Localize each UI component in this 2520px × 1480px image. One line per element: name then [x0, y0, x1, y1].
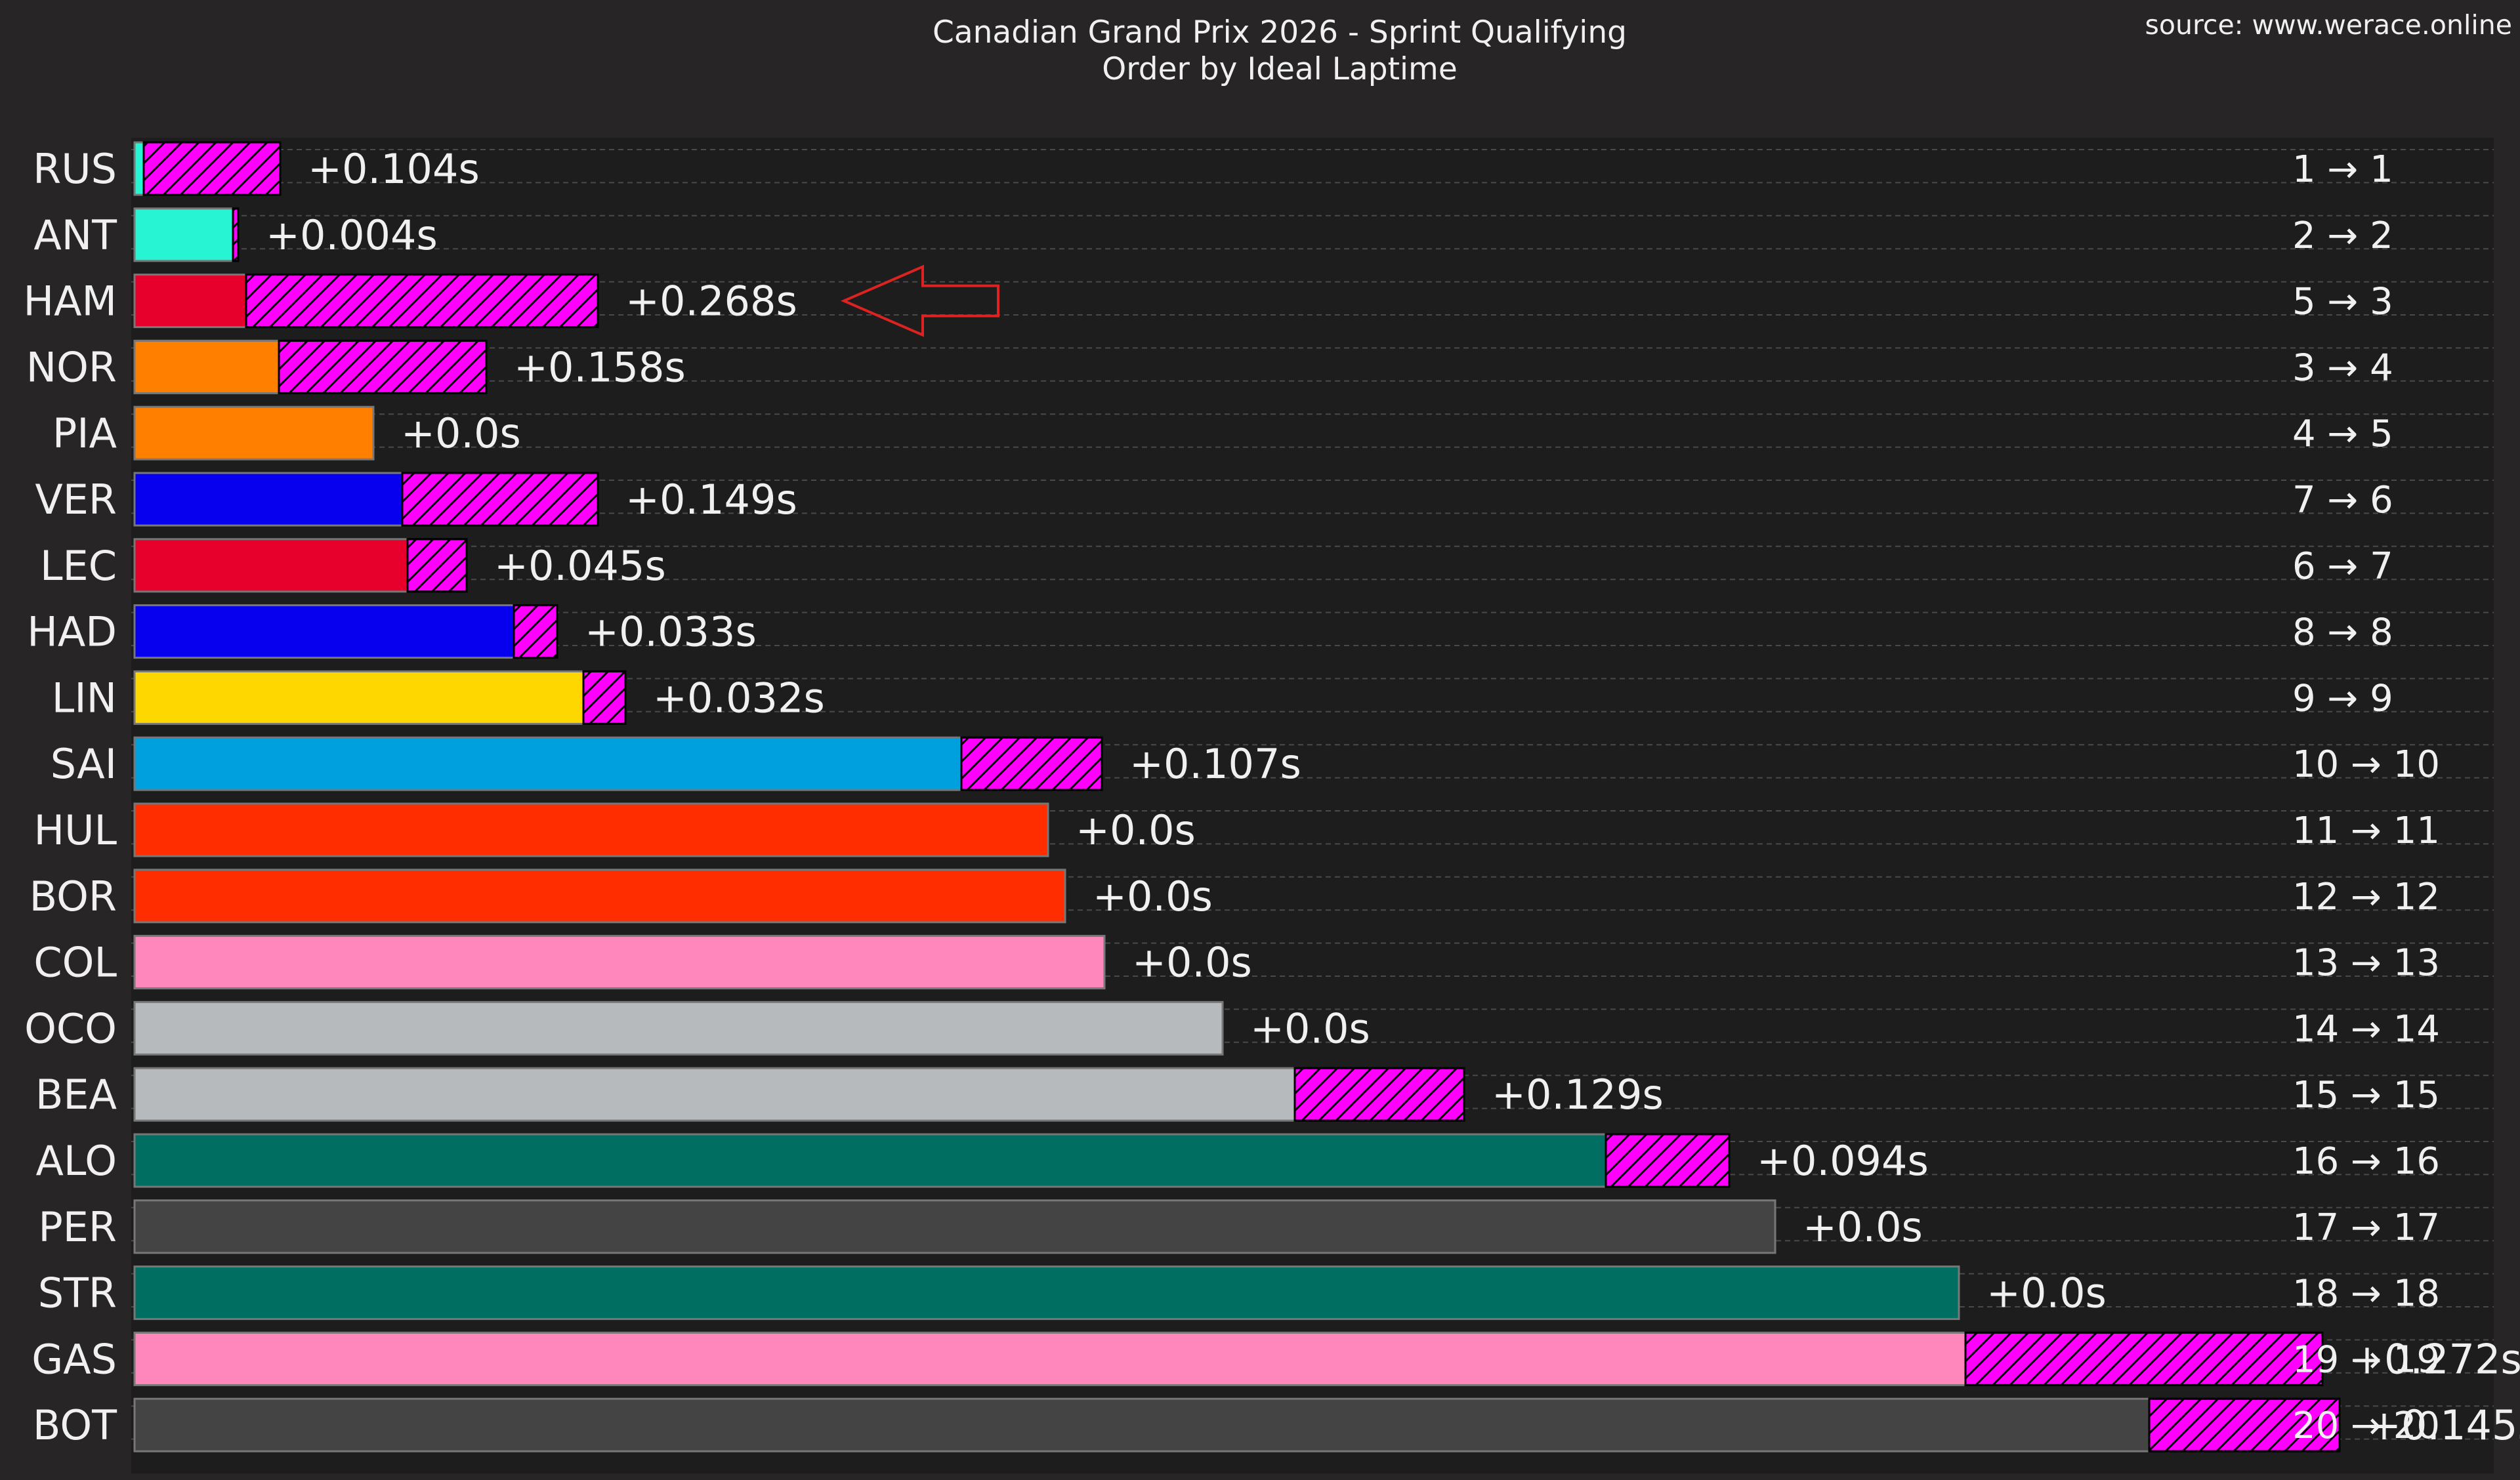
bar-gas: [133, 1331, 1967, 1386]
tick-label: STR: [38, 1269, 117, 1317]
bar-ver: [133, 472, 404, 527]
position-change: 2 → 2: [2292, 215, 2393, 257]
position-change: 12 → 12: [2292, 876, 2440, 918]
position-change: 7 → 6: [2292, 479, 2393, 522]
gap-hatch-ant: [232, 207, 240, 262]
position-change: 3 → 4: [2292, 346, 2393, 389]
bar-label: +0.045s: [494, 542, 666, 590]
position-change: 9 → 9: [2292, 677, 2393, 720]
gap-hatch-had: [513, 604, 558, 659]
bar-sai: [133, 736, 963, 791]
bar-ham: [133, 274, 247, 329]
tick-label: PIA: [52, 409, 117, 457]
bar-label: +0.0s: [401, 409, 521, 457]
bar-bor: [133, 869, 1066, 924]
position-change: 15 → 15: [2292, 1074, 2440, 1117]
bar-had: [133, 604, 515, 659]
tick-label: NOR: [26, 343, 117, 391]
tick-label: ANT: [33, 211, 117, 259]
position-change: 13 → 13: [2292, 942, 2440, 985]
position-change: 6 → 7: [2292, 545, 2393, 588]
position-change: 14 → 14: [2292, 1008, 2440, 1050]
bar-alo: [133, 1133, 1607, 1188]
chart-subtitle: Order by Ideal Laptime: [1102, 51, 1458, 87]
bar-per: [133, 1199, 1776, 1254]
gap-hatch-bea: [1293, 1067, 1465, 1122]
position-change: 18 → 18: [2292, 1273, 2440, 1315]
position-change: 16 → 16: [2292, 1140, 2440, 1183]
bar-label: +0.145s: [2367, 1401, 2520, 1449]
highlight-arrow: [840, 264, 999, 337]
bar-label: +0.004s: [266, 211, 438, 259]
bar-label: +0.129s: [1492, 1071, 1664, 1119]
bar-rus: [133, 141, 145, 196]
bar-label: +0.0s: [1093, 873, 1213, 920]
chart-title: Canadian Grand Prix 2026 - Sprint Qualif…: [933, 14, 1627, 51]
bar-bot: [133, 1397, 2151, 1452]
tick-label: PER: [38, 1203, 117, 1251]
tick-label: BOR: [30, 873, 117, 920]
bar-label: +0.0s: [1076, 806, 1196, 854]
tick-label: SAI: [51, 740, 117, 788]
bar-label: +0.033s: [585, 608, 757, 656]
gap-hatch-ver: [401, 472, 599, 527]
bar-nor: [133, 339, 280, 394]
bar-hul: [133, 802, 1049, 857]
bar-label: +0.0s: [1803, 1203, 1923, 1251]
bar-label: +0.268s: [625, 278, 797, 325]
position-change: 11 → 11: [2292, 810, 2440, 852]
gap-hatch-lin: [582, 670, 627, 725]
gap-hatch-alo: [1605, 1133, 1731, 1188]
position-change: 20 → 20: [2292, 1405, 2440, 1447]
bar-str: [133, 1265, 1960, 1321]
bar-label: +0.104s: [308, 145, 480, 193]
position-change: 8 → 8: [2292, 611, 2393, 654]
bar-col: [133, 935, 1106, 990]
gap-hatch-rus: [142, 141, 282, 196]
bar-lin: [133, 670, 585, 725]
gap-hatch-nor: [278, 339, 488, 394]
tick-label: HAD: [27, 608, 117, 656]
tick-label: BEA: [35, 1071, 117, 1119]
tick-label: VER: [35, 476, 117, 524]
tick-label: BOT: [33, 1401, 117, 1449]
position-change: 5 → 3: [2292, 281, 2393, 323]
gap-hatch-sai: [960, 736, 1103, 791]
position-change: 19 → 19: [2292, 1338, 2440, 1381]
tick-label: OCO: [24, 1004, 117, 1052]
bar-label: +0.032s: [653, 674, 825, 722]
bar-label: +0.0s: [1986, 1269, 2107, 1317]
gap-hatch-ham: [245, 274, 599, 329]
bar-lec: [133, 538, 409, 593]
tick-label: LIN: [52, 674, 117, 722]
gap-hatch-gas: [1964, 1331, 2324, 1386]
bar-label: +0.158s: [514, 343, 686, 391]
tick-label: HAM: [23, 278, 117, 325]
tick-label: GAS: [32, 1335, 117, 1383]
tick-label: RUS: [33, 145, 117, 193]
bar-bea: [133, 1067, 1296, 1122]
bar-pia: [133, 405, 375, 461]
bar-label: +0.149s: [625, 476, 797, 524]
source-label: source: www.werace.online: [2145, 9, 2512, 41]
tick-label: HUL: [33, 806, 117, 854]
tick-label: LEC: [40, 542, 117, 590]
bar-label: +0.107s: [1129, 740, 1301, 788]
bar-label: +0.272s: [2350, 1335, 2520, 1383]
position-change: 1 → 1: [2292, 148, 2393, 191]
position-change: 4 → 5: [2292, 413, 2393, 455]
position-change: 10 → 10: [2292, 743, 2440, 786]
gap-hatch-bot: [2148, 1397, 2341, 1452]
tick-label: COL: [33, 939, 117, 987]
position-change: 17 → 17: [2292, 1206, 2440, 1249]
bar-label: +0.094s: [1757, 1137, 1929, 1185]
bar-label: +0.0s: [1250, 1004, 1370, 1052]
bar-ant: [133, 207, 234, 262]
tick-label: ALO: [35, 1137, 117, 1185]
bar-label: +0.0s: [1132, 939, 1252, 987]
bar-oco: [133, 1000, 1224, 1056]
gap-hatch-lec: [406, 538, 468, 593]
